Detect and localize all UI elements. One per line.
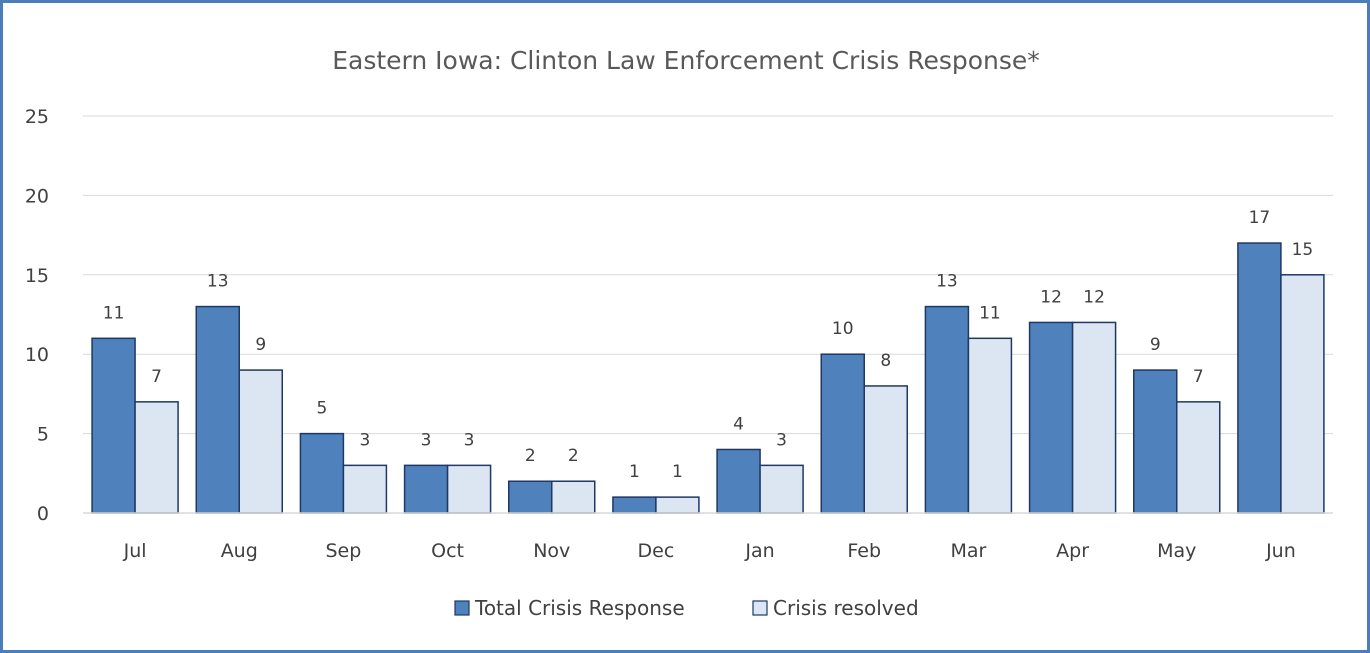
- bar-total-jan: [716, 448, 761, 514]
- data-label: 11: [979, 303, 1001, 323]
- bar-resolved-jan: [759, 464, 804, 514]
- data-label: 3: [776, 430, 787, 450]
- y-tick-label: 20: [25, 185, 49, 207]
- data-label: 13: [936, 272, 958, 292]
- x-tick-label: Oct: [431, 540, 464, 562]
- bar-total-jun: [1237, 242, 1282, 514]
- bar-resolved-dec: [655, 496, 700, 514]
- y-tick-label: 5: [37, 424, 49, 446]
- bar-total-oct: [403, 464, 449, 514]
- data-label: 3: [464, 430, 475, 450]
- bar-total-dec: [612, 496, 657, 514]
- x-tick-label: Mar: [950, 540, 986, 562]
- data-label: 4: [733, 414, 744, 434]
- y-tick-label: 0: [37, 503, 49, 525]
- data-label: 15: [1292, 240, 1314, 260]
- bar-total-mar: [924, 305, 970, 514]
- x-tick-label: Nov: [533, 540, 570, 562]
- data-label: 5: [317, 399, 328, 419]
- data-label: 1: [629, 462, 640, 482]
- bar-resolved-apr: [1071, 321, 1117, 514]
- data-label: 12: [1083, 287, 1105, 307]
- x-tick-label: Jun: [1265, 540, 1296, 562]
- legend-label-total: Total Crisis Response: [474, 596, 685, 620]
- data-label: 2: [525, 446, 536, 466]
- data-label: 7: [1193, 367, 1204, 387]
- legend-swatch-total: [454, 600, 470, 616]
- data-label: 10: [832, 319, 854, 339]
- data-label: 9: [255, 335, 266, 355]
- x-tick-label: Feb: [847, 540, 881, 562]
- x-tick-label: Jul: [123, 540, 147, 562]
- bar-total-nov: [508, 480, 553, 514]
- bar-total-sep: [299, 432, 345, 514]
- data-label: 7: [151, 367, 162, 387]
- data-label: 3: [360, 430, 371, 450]
- bar-resolved-nov: [551, 480, 596, 514]
- bar-total-feb: [820, 353, 865, 514]
- bar-resolved-sep: [342, 464, 388, 514]
- y-axis: 0 5 10 15 20 25: [25, 106, 49, 525]
- x-tick-label: Jan: [744, 540, 774, 562]
- legend-swatch-resolved: [752, 600, 768, 616]
- y-tick-label: 25: [25, 106, 49, 128]
- x-tick-label: May: [1157, 540, 1196, 562]
- data-label: 12: [1040, 287, 1062, 307]
- x-axis: Jul Aug Sep Oct Nov Dec Jan Feb Mar Apr May Jun: [83, 512, 1333, 562]
- data-label: 1: [672, 462, 683, 482]
- bar-resolved-mar: [967, 337, 1013, 514]
- bar-total-may: [1133, 369, 1178, 514]
- bar-resolved-aug: [238, 369, 283, 514]
- data-label: 9: [1150, 335, 1161, 355]
- bars: [91, 242, 1325, 514]
- bar-resolved-oct: [446, 464, 492, 514]
- bar-total-aug: [195, 305, 240, 514]
- legend-label-resolved: Crisis resolved: [773, 596, 919, 620]
- x-tick-label: Aug: [221, 540, 258, 562]
- legend: Total Crisis Response Crisis resolved: [454, 596, 919, 620]
- data-label: 3: [421, 430, 432, 450]
- bar-resolved-jul: [134, 401, 179, 514]
- bar-resolved-feb: [863, 385, 908, 514]
- data-label: 8: [880, 351, 891, 371]
- bar-total-jul: [91, 337, 136, 514]
- chart-title: Eastern Iowa: Clinton Law Enforcement Cr…: [332, 46, 1040, 75]
- data-label: 11: [103, 303, 125, 323]
- data-label: 2: [568, 446, 579, 466]
- y-tick-label: 15: [25, 265, 49, 287]
- data-label: 17: [1249, 208, 1271, 228]
- y-tick-label: 10: [25, 344, 49, 366]
- x-tick-label: Apr: [1056, 540, 1089, 562]
- chart: Eastern Iowa: Clinton Law Enforcement Cr…: [25, 46, 1333, 620]
- bar-total-apr: [1028, 321, 1074, 514]
- bar-resolved-jun: [1280, 274, 1325, 514]
- data-label: 13: [207, 272, 229, 292]
- bar-resolved-may: [1176, 401, 1221, 514]
- x-tick-label: Dec: [638, 540, 675, 562]
- x-tick-label: Sep: [326, 540, 362, 562]
